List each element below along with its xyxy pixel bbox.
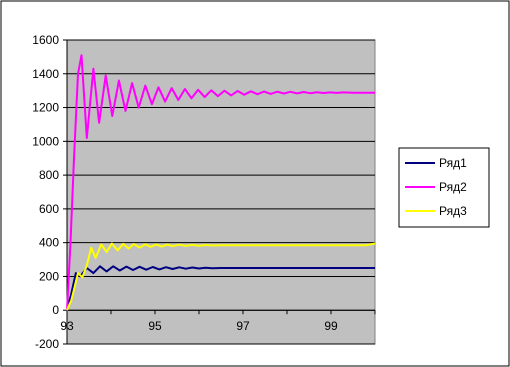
legend-label: Ряд1 bbox=[439, 156, 467, 170]
series-lines bbox=[66, 54, 376, 311]
y-tick-label: 600 bbox=[39, 202, 59, 216]
legend: Ряд1 Ряд2 Ряд3 bbox=[398, 147, 490, 228]
y-tick-label: 800 bbox=[39, 168, 59, 182]
y-tick-label: 1600 bbox=[32, 33, 59, 47]
x-tick-label: 93 bbox=[60, 319, 74, 333]
y-axis-ticks: -200 0 200 400 600 800 1000 1200 1400 1600 bbox=[32, 33, 67, 351]
y-tick-label: 1000 bbox=[32, 134, 59, 148]
series-line-1 bbox=[66, 265, 375, 311]
legend-label: Ряд3 bbox=[439, 204, 467, 218]
y-tick-label: 1400 bbox=[32, 67, 59, 81]
legend-label: Ряд2 bbox=[439, 180, 467, 194]
x-tick-label: 97 bbox=[236, 319, 250, 333]
x-axis-ticks: 93 95 97 99 bbox=[60, 310, 376, 333]
y-tick-label: 400 bbox=[39, 236, 59, 250]
series-line-2 bbox=[66, 54, 375, 311]
series-line-3 bbox=[66, 242, 376, 311]
y-tick-label: 200 bbox=[39, 269, 59, 283]
y-tick-label: 1200 bbox=[32, 101, 59, 115]
y-tick-label: 0 bbox=[52, 303, 59, 317]
plot-area bbox=[66, 39, 376, 345]
x-tick-label: 95 bbox=[148, 319, 162, 333]
y-tick-label: -200 bbox=[35, 337, 59, 351]
x-tick-label: 99 bbox=[324, 319, 338, 333]
